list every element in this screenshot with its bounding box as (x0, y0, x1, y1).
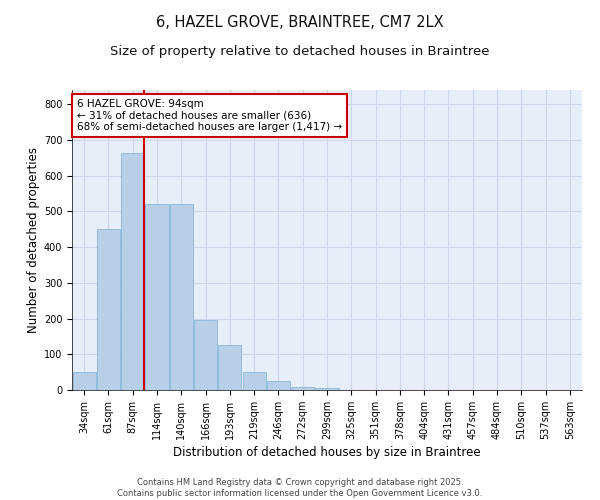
Bar (267, 381, 290, 390)
Bar (121, 152, 144, 390)
Text: Size of property relative to detached houses in Braintree: Size of property relative to detached ho… (110, 45, 490, 58)
Bar (316, 388, 338, 390)
Bar (218, 344, 241, 390)
Text: 6, HAZEL GROVE, BRAINTREE, CM7 2LX: 6, HAZEL GROVE, BRAINTREE, CM7 2LX (156, 15, 444, 30)
Bar (194, 320, 217, 390)
Bar (145, 204, 169, 390)
Text: 6 HAZEL GROVE: 94sqm
← 31% of detached houses are smaller (636)
68% of semi-deta: 6 HAZEL GROVE: 94sqm ← 31% of detached h… (77, 99, 342, 132)
Y-axis label: Number of detached properties: Number of detached properties (26, 147, 40, 333)
Bar (291, 387, 314, 390)
Bar (242, 372, 266, 390)
X-axis label: Distribution of detached houses by size in Braintree: Distribution of detached houses by size … (173, 446, 481, 459)
Text: Contains HM Land Registry data © Crown copyright and database right 2025.
Contai: Contains HM Land Registry data © Crown c… (118, 478, 482, 498)
Bar (73, 372, 95, 390)
Bar (97, 230, 120, 390)
Bar (170, 204, 193, 390)
